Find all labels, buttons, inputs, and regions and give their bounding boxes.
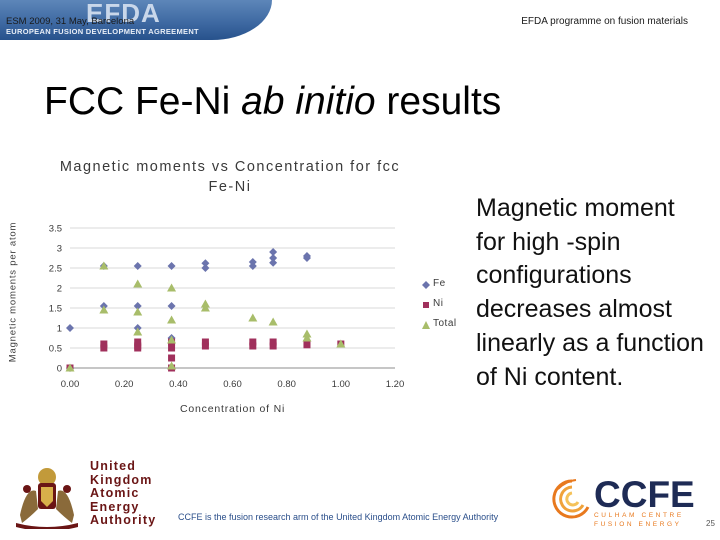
data-point-fe xyxy=(201,259,210,268)
x-tick-label: 0.40 xyxy=(169,379,188,390)
ukaea-line: United xyxy=(90,459,137,473)
efda-agreement-text: EUROPEAN FUSION DEVELOPMENT AGREEMENT xyxy=(6,27,199,36)
data-point-total xyxy=(200,303,210,312)
y-tick-label: 0.5 xyxy=(49,344,62,355)
data-point-total xyxy=(336,339,346,348)
data-point-total xyxy=(302,333,312,342)
data-point-ni xyxy=(134,338,142,346)
data-point-fe xyxy=(133,262,142,270)
data-point-fe xyxy=(133,302,142,310)
series-ni xyxy=(66,338,345,372)
ccfe-subtitle: CULHAM CENTRE FUSION ENERGY xyxy=(594,511,684,529)
event-label: ESM 2009, 31 May, Barcelona xyxy=(6,16,135,27)
x-tick-label: 0.80 xyxy=(277,379,296,390)
title-prefix: FCC Fe-Ni xyxy=(44,80,242,123)
y-tick-label: 2.5 xyxy=(49,264,62,275)
x-tick-label: 0.00 xyxy=(61,379,80,390)
data-point-total xyxy=(167,335,177,344)
data-point-total xyxy=(167,283,177,292)
slide-description: Magnetic moment for high -spin configura… xyxy=(476,194,704,391)
x-tick-label: 0.20 xyxy=(115,379,134,390)
y-tick-label: 1 xyxy=(57,324,62,335)
ukaea-line: Energy xyxy=(90,499,140,514)
series-total xyxy=(65,261,346,372)
legend-label-ni: Ni xyxy=(433,298,444,309)
data-point-ni xyxy=(168,354,176,362)
y-tick-label: 3 xyxy=(57,244,62,255)
chart-legend: Fe Ni Total xyxy=(421,278,471,338)
x-tick-label: 1.00 xyxy=(332,379,351,390)
chart-x-axis-label: Concentration of Ni xyxy=(180,403,286,415)
title-italic: ab initio xyxy=(241,80,376,123)
y-tick-label: 1.5 xyxy=(49,304,62,315)
y-tick-label: 3.5 xyxy=(49,224,62,235)
data-point-fe xyxy=(302,254,311,262)
legend-label-total: Total xyxy=(433,318,457,329)
data-point-total xyxy=(167,361,177,370)
data-point-fe xyxy=(167,262,176,270)
page-number: 25 xyxy=(706,519,715,528)
data-point-total xyxy=(99,305,109,314)
x-tick-label: 1.20 xyxy=(386,379,405,390)
x-tick-label: 0.60 xyxy=(223,379,242,390)
data-point-total xyxy=(133,307,143,316)
data-point-fe xyxy=(269,248,278,256)
ccfe-logo-text: CCFE xyxy=(594,474,695,515)
programme-label: EFDA programme on fusion materials xyxy=(521,16,688,27)
chart-title: Magnetic moments vs Concentration for fc… xyxy=(59,159,401,195)
data-point-ni xyxy=(100,344,108,352)
y-tick-label: 0 xyxy=(57,364,62,375)
title-suffix: results xyxy=(375,80,502,123)
efda-logo: EFDA xyxy=(86,0,161,28)
square-marker-icon xyxy=(423,302,429,308)
data-point-ni xyxy=(168,344,176,352)
scatter-chart: 0 0.5 1 1.5 2 2.5 3 3.5 0.00 0.20 0.40 0.60 0.80 1.00… xyxy=(49,224,405,391)
slide-title: FCC Fe-Ni ab initio results xyxy=(44,80,501,124)
data-point-total xyxy=(133,327,143,336)
ccfe-swirl-icon xyxy=(552,479,590,519)
data-point-fe xyxy=(66,324,74,332)
data-point-ni xyxy=(249,342,257,350)
ccfe-subtitle-line: CULHAM CENTRE xyxy=(594,512,684,519)
data-point-ni xyxy=(201,342,209,350)
ukaea-line: Atomic xyxy=(90,486,140,501)
triangle-marker-icon xyxy=(422,321,430,329)
legend-item-ni: Ni xyxy=(421,298,471,318)
data-point-total xyxy=(133,279,143,288)
data-point-ni xyxy=(303,341,311,349)
diamond-marker-icon xyxy=(422,281,430,289)
data-point-fe xyxy=(269,258,278,267)
data-point-ni xyxy=(100,340,108,348)
ccfe-subtitle-line: FUSION ENERGY xyxy=(594,521,682,528)
data-point-ni xyxy=(249,338,257,346)
data-point-ni xyxy=(201,338,209,346)
legend-item-total: Total xyxy=(421,318,471,338)
legend-item-fe: Fe xyxy=(421,278,471,298)
ukaea-line: Kingdom xyxy=(90,472,153,487)
data-point-fe xyxy=(248,262,257,270)
footer-caption: CCFE is the fusion research arm of the U… xyxy=(178,512,499,522)
data-point-fe xyxy=(201,264,210,272)
data-point-total xyxy=(99,261,109,270)
coat-of-arms-icon xyxy=(16,468,78,529)
y-tick-label: 2 xyxy=(57,284,62,295)
legend-label-fe: Fe xyxy=(433,278,446,289)
efda-banner: EFDA EUROPEAN FUSION DEVELOPMENT AGREEME… xyxy=(0,0,272,40)
data-point-total xyxy=(268,317,278,326)
data-point-fe xyxy=(269,254,278,262)
ukaea-line: Authority xyxy=(90,513,157,528)
data-point-ni xyxy=(269,338,277,346)
data-point-total xyxy=(248,313,258,322)
data-point-total xyxy=(65,363,75,372)
data-point-ni xyxy=(269,342,277,350)
ukaea-wordmark: United Kingdom Atomic Energy Authority xyxy=(90,459,157,528)
data-point-fe xyxy=(167,302,176,310)
data-point-ni xyxy=(134,344,142,352)
data-point-total xyxy=(167,315,177,324)
